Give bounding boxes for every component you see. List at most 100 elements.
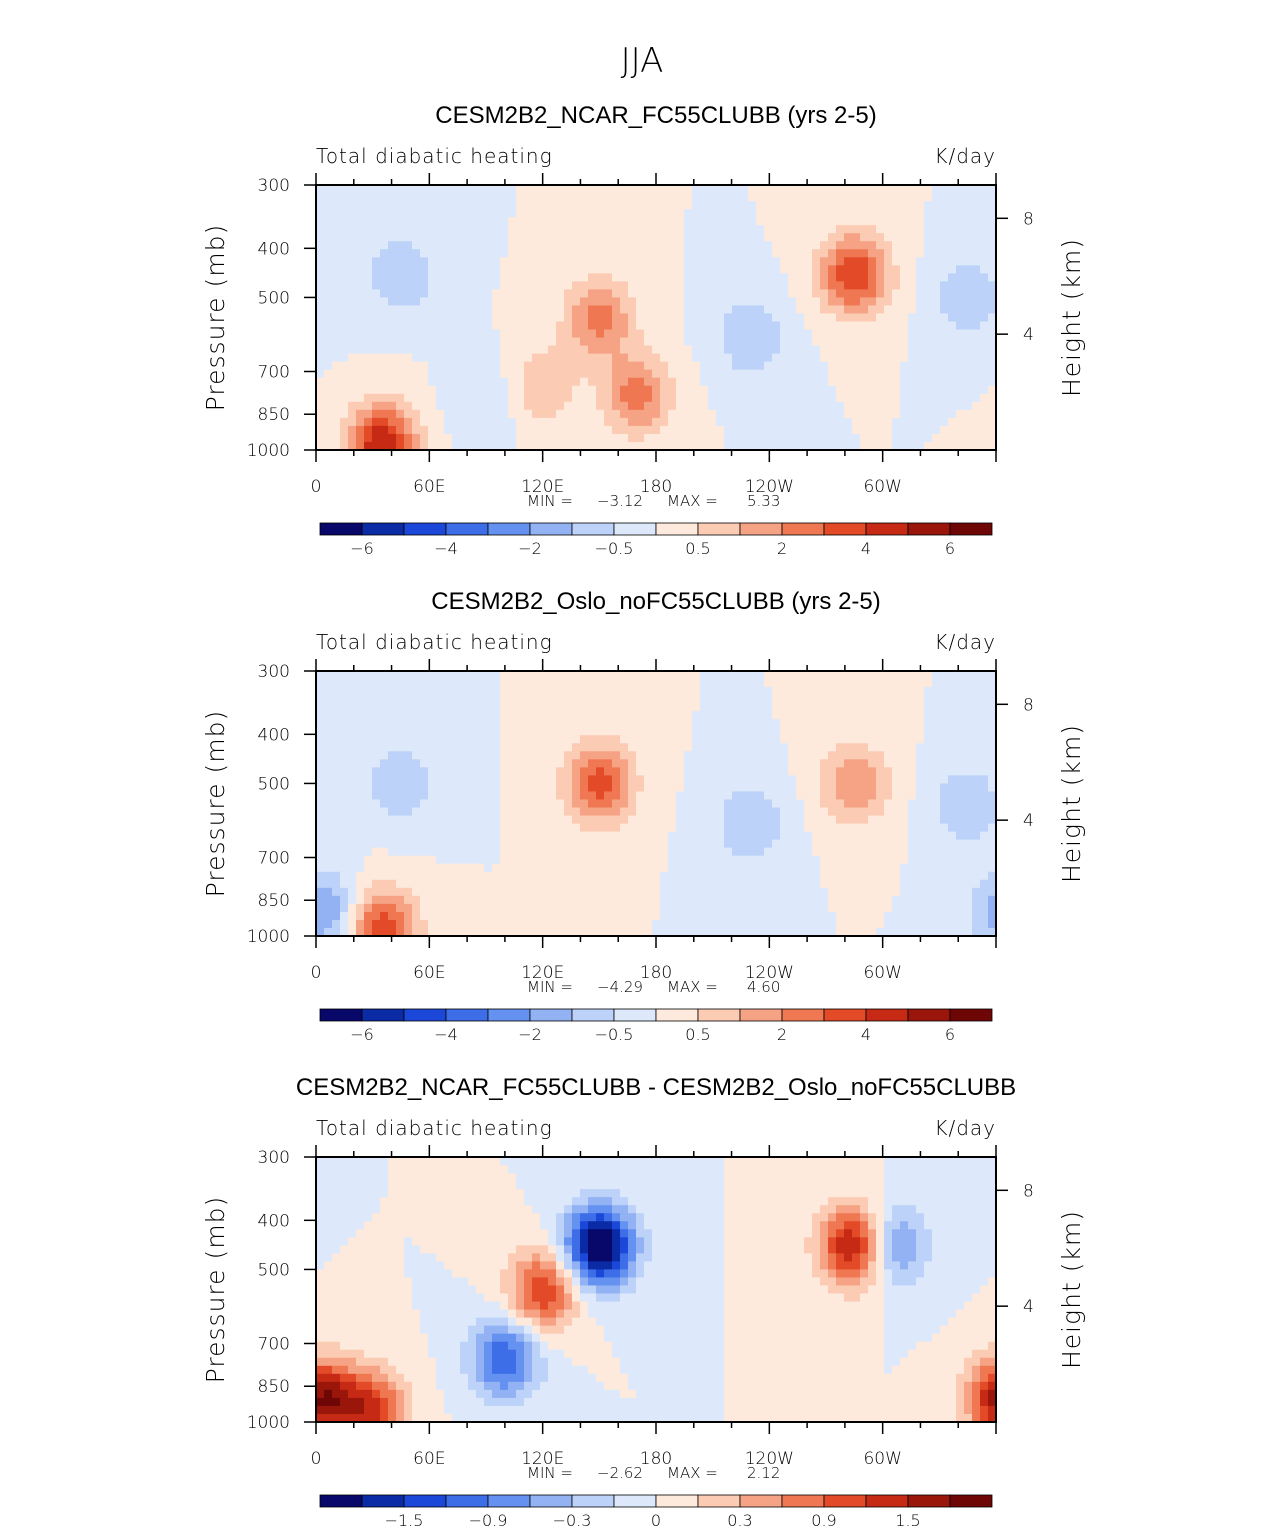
contour-cell	[380, 201, 389, 210]
contour-cell	[428, 385, 437, 395]
contour-cell	[452, 807, 461, 817]
contour-cell	[780, 815, 789, 825]
contour-cell	[460, 385, 469, 395]
contour-cell	[772, 329, 781, 339]
contour-cell	[956, 775, 965, 785]
contour-cell	[788, 855, 797, 865]
contour-cell	[812, 385, 821, 395]
contour-cell	[700, 775, 709, 785]
contour-cell	[868, 441, 877, 451]
contour-cell	[948, 679, 957, 688]
contour-cell	[828, 791, 837, 801]
contour-cell	[380, 185, 389, 194]
contour-cell	[868, 767, 877, 776]
contour-cell	[524, 799, 533, 809]
contour-cell	[780, 353, 789, 363]
contour-cell	[860, 433, 869, 443]
contour-cell	[748, 305, 757, 315]
contour-cell	[324, 751, 333, 760]
contour-cell	[756, 417, 765, 427]
contour-cell	[516, 679, 525, 688]
contour-cell	[924, 783, 933, 793]
contour-cell	[908, 815, 917, 825]
contour-cell	[372, 823, 381, 833]
contour-cell	[332, 217, 341, 226]
contour-cell	[532, 369, 541, 379]
contour-cell	[804, 767, 813, 776]
contour-cell	[924, 759, 933, 768]
contour-cell	[900, 783, 909, 793]
contour-cell	[964, 281, 973, 290]
contour-cell	[892, 409, 901, 419]
contour-cell	[412, 201, 421, 210]
contour-cell	[468, 735, 477, 744]
contour-cell	[356, 217, 365, 226]
contour-cell	[700, 855, 709, 865]
contour-cell	[492, 249, 501, 258]
contour-cell	[404, 441, 413, 451]
contour-cell	[444, 201, 453, 210]
contour-cell	[444, 297, 453, 307]
contour-cell	[556, 679, 565, 688]
contour-cell	[412, 353, 421, 363]
contour-cell	[948, 265, 957, 274]
contour-cell	[332, 377, 341, 387]
contour-cell	[684, 289, 693, 299]
contour-cell	[532, 273, 541, 282]
contour-cell	[460, 751, 469, 760]
contour-cell	[828, 831, 837, 841]
contour-cell	[412, 687, 421, 696]
contour-cell	[684, 671, 693, 680]
contour-cell	[732, 289, 741, 299]
contour-cell	[892, 839, 901, 849]
contour-cell	[724, 321, 733, 331]
contour-cell	[316, 225, 325, 234]
contour-cell	[692, 233, 701, 242]
contour-cell	[852, 775, 861, 785]
contour-cell	[668, 759, 677, 768]
contour-cell	[804, 313, 813, 323]
contour-cell	[484, 369, 493, 379]
contour-cell	[316, 353, 325, 363]
contour-cell	[716, 281, 725, 290]
contour-cell	[972, 807, 981, 817]
contour-cell	[732, 209, 741, 218]
contour-cell	[420, 679, 429, 688]
contour-cell	[372, 703, 381, 712]
contour-cell	[588, 863, 597, 873]
contour-cell	[956, 265, 965, 274]
contour-cell	[508, 273, 517, 282]
contour-cell	[428, 417, 437, 427]
contour-cell	[660, 329, 669, 339]
contour-cell	[540, 791, 549, 801]
contour-cell	[332, 735, 341, 744]
contour-cell	[508, 417, 517, 427]
contour-cell	[740, 345, 749, 355]
contour-cell	[316, 281, 325, 290]
contour-cell	[892, 719, 901, 728]
contour-cell	[420, 695, 429, 704]
contour-cell	[508, 695, 517, 704]
contour-cell	[724, 671, 733, 680]
contour-cell	[364, 209, 373, 218]
contour-cell	[700, 695, 709, 704]
contour-cell	[500, 185, 509, 194]
contour-cell	[524, 711, 533, 720]
contour-cell	[364, 417, 373, 427]
contour-cell	[780, 767, 789, 776]
contour-cell	[324, 823, 333, 833]
contour-cell	[916, 297, 925, 307]
contour-cell	[348, 719, 357, 728]
contour-cell	[820, 289, 829, 299]
contour-cell	[764, 687, 773, 696]
contour-cell	[908, 807, 917, 817]
contour-cell	[916, 345, 925, 355]
contour-cell	[612, 265, 621, 274]
contour-cell	[716, 401, 725, 411]
contour-cell	[732, 321, 741, 331]
contour-cell	[372, 783, 381, 793]
contour-cell	[364, 265, 373, 274]
contour-cell	[508, 409, 517, 419]
contour-cell	[868, 249, 877, 258]
contour-cell	[716, 217, 725, 226]
